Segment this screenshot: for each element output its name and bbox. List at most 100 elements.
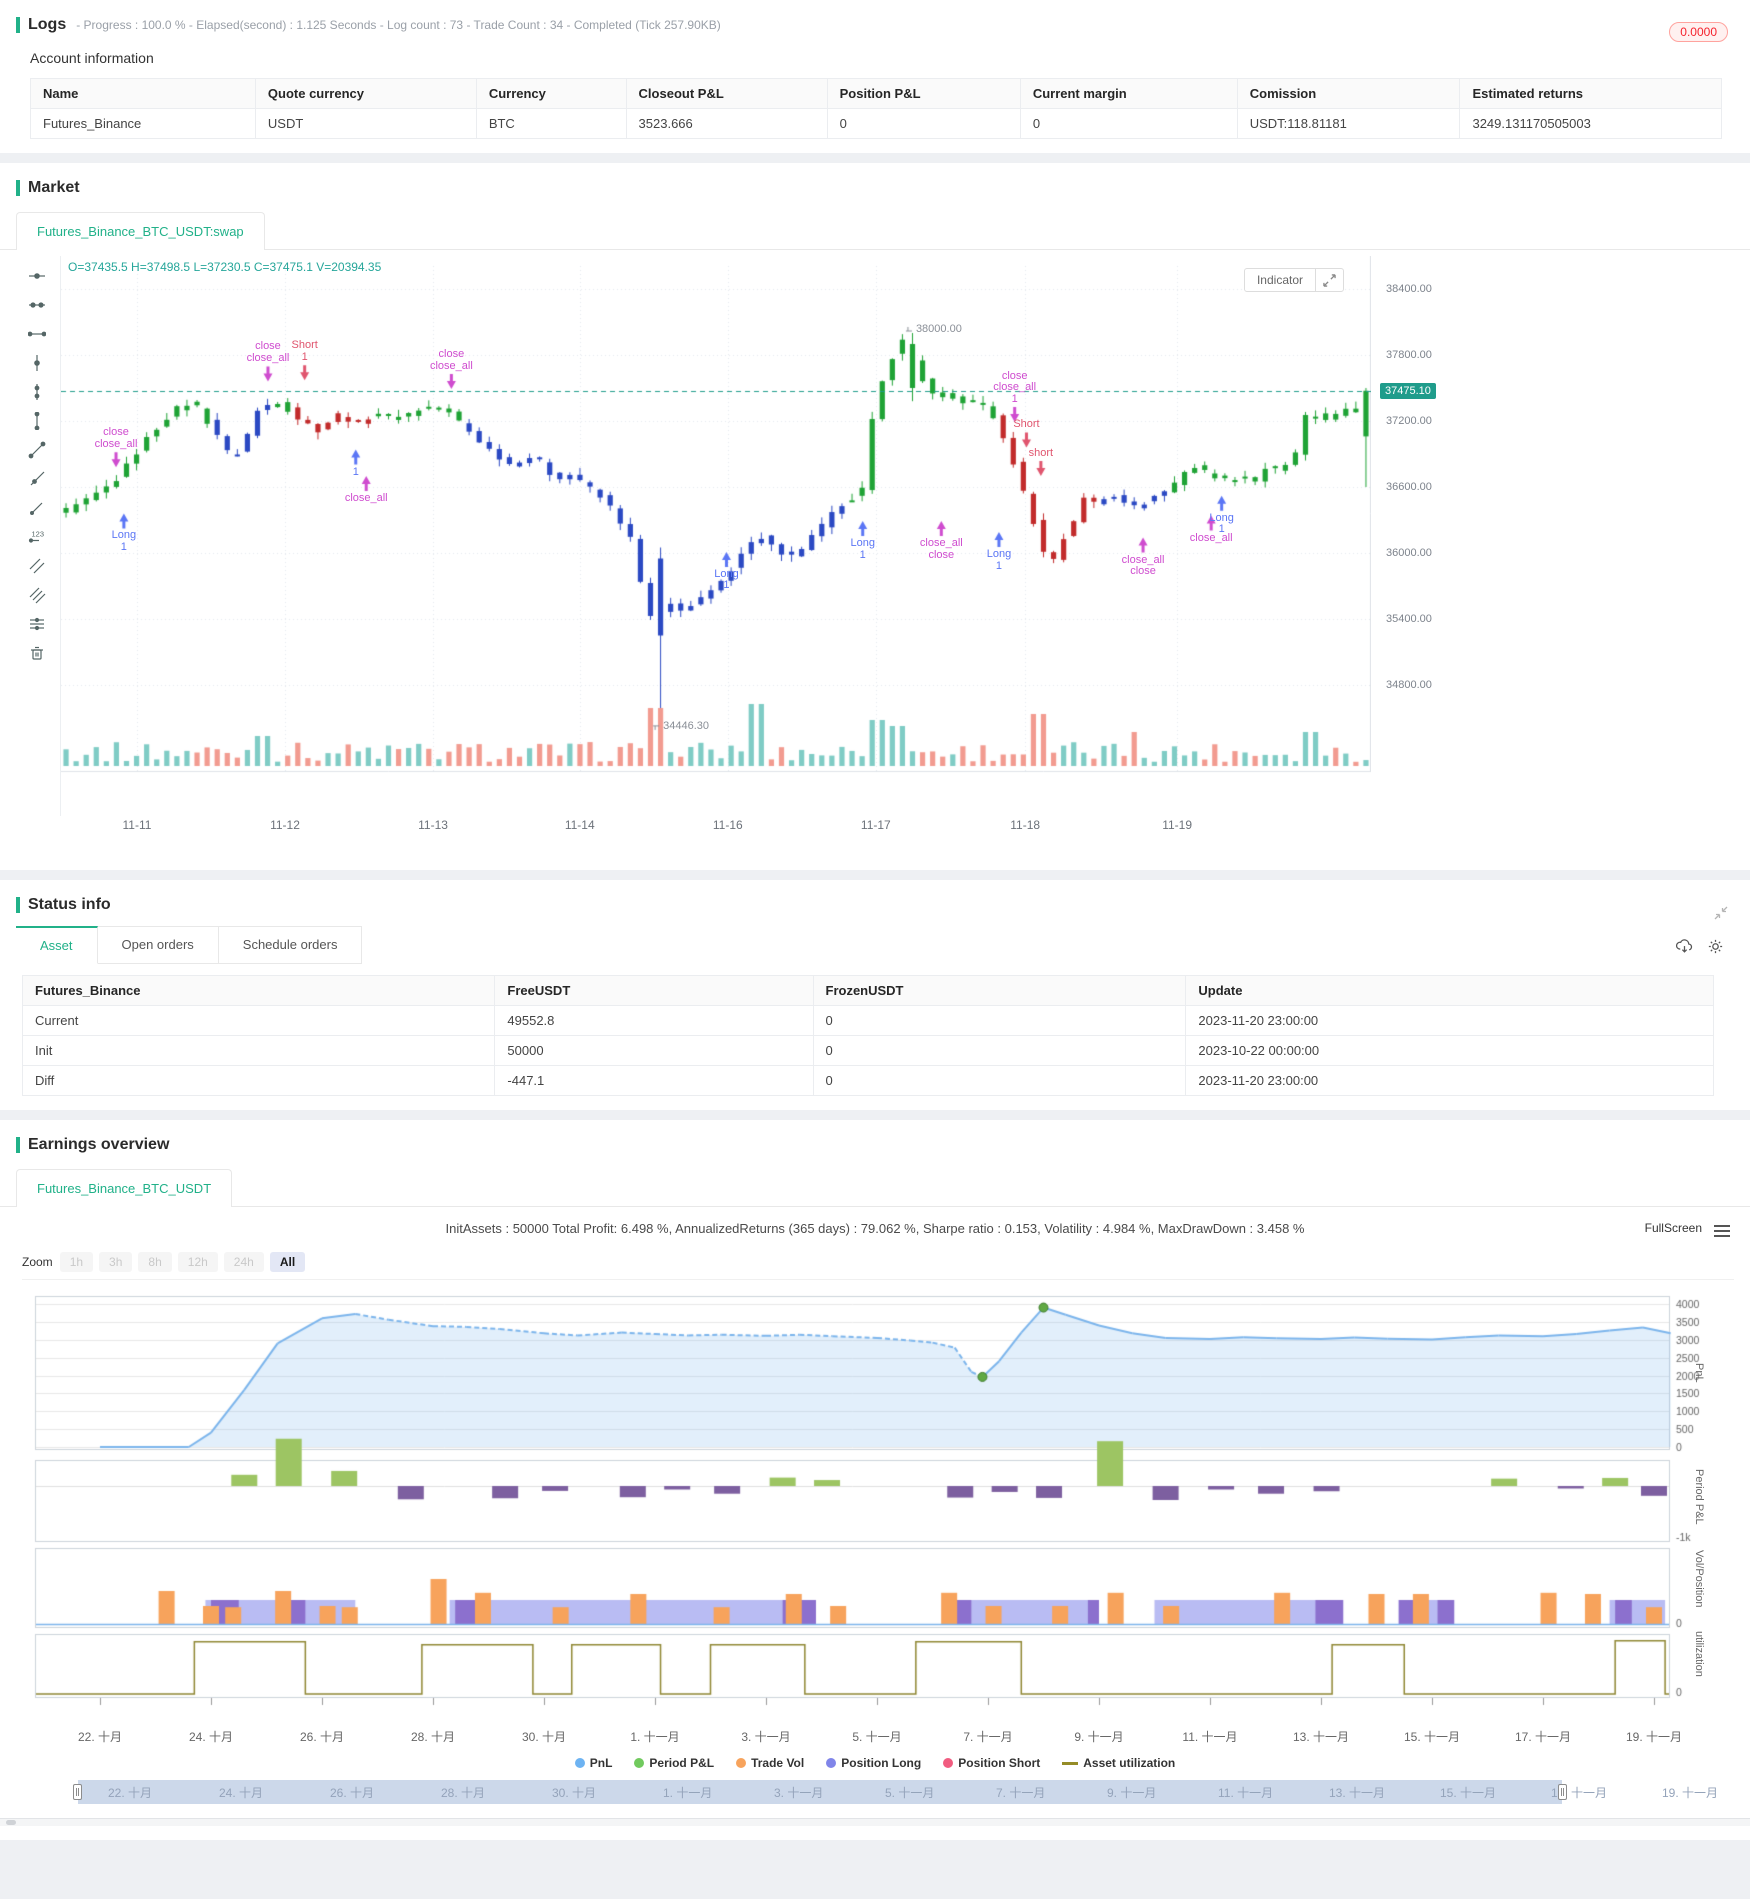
price-tick: 36000.00	[1386, 547, 1432, 559]
section-accent-bar	[16, 897, 20, 913]
navigator-date-label: 22. 十月	[108, 1786, 153, 1800]
earnings-date-axis: 22. 十月 24. 十月 26. 十月 28. 十月 30. 十月 1. 十一月 3. 十…	[25, 1728, 1725, 1748]
indicator-button[interactable]: Indicator	[1245, 269, 1316, 291]
price-annotation: 38000.00	[915, 323, 962, 335]
zoom-option-12h[interactable]: 12h	[177, 1252, 218, 1272]
date-tick: 11-17	[860, 818, 891, 832]
navigator-left-handle[interactable]	[73, 1784, 82, 1800]
chart-menu-icon[interactable]	[1714, 1222, 1730, 1240]
asset-row-label[interactable]: Current	[21, 1005, 496, 1036]
price-tick: 37200.00	[1386, 415, 1432, 427]
legend-label: PnL	[589, 1756, 613, 1770]
asset-update-cell: 2023-11-20 23:00:00	[1185, 1005, 1714, 1036]
account-col-header: Currency	[475, 78, 627, 109]
fullscreen-button[interactable]: FullScreen	[1644, 1221, 1702, 1235]
legend-label: Position Short	[958, 1756, 1041, 1770]
legend-item[interactable]: Position Short	[943, 1756, 1040, 1770]
legend-item[interactable]: Position Long	[826, 1756, 921, 1770]
trend-ray-icon[interactable]	[26, 469, 48, 489]
earnings-date-label: 11. 十一月	[1182, 1730, 1238, 1744]
earnings-chart-canvas[interactable]	[25, 1290, 1725, 1728]
navigator-date-label: 7. 十一月	[996, 1786, 1046, 1800]
trade-marker-label: close_all close	[919, 537, 963, 561]
earnings-section: Earnings overview Futures_Binance_BTC_US…	[0, 1120, 1750, 1840]
asset-utilization-legend-icon	[1062, 1761, 1079, 1765]
expand-icon[interactable]	[1316, 269, 1343, 291]
panel-title-utilization: utilization	[1693, 1630, 1705, 1677]
pitchfork-icon[interactable]	[26, 585, 48, 605]
legend-item[interactable]: Asset utilization	[1062, 1756, 1175, 1770]
zoom-option-24h[interactable]: 24h	[223, 1252, 264, 1272]
asset-row-label: Diff	[21, 1065, 496, 1096]
horizontal-segment-icon[interactable]	[26, 324, 48, 344]
vertical-line-dot-icon[interactable]	[26, 353, 48, 373]
earnings-date-label: 24. 十月	[188, 1730, 234, 1744]
indicator-button-group: Indicator	[1243, 268, 1344, 292]
status-section: Status info Asset Open orders Schedule ord…	[0, 880, 1750, 1110]
cloud-download-icon[interactable]	[1675, 938, 1693, 960]
legend-label: Period P&L	[649, 1756, 715, 1770]
drawing-toolbar: 123	[16, 266, 58, 663]
zoom-option-8h[interactable]: 8h	[138, 1252, 172, 1272]
range-navigator[interactable]: 22. 十月 24. 十月 26. 十月 28. 十月 30. 十月 1. 十一月 3. 十…	[25, 1780, 1725, 1806]
trend-line-icon[interactable]	[26, 440, 48, 460]
asset-col-header: Update	[1185, 975, 1714, 1006]
cross-line-icon[interactable]	[26, 266, 48, 286]
parallel-channel-icon[interactable]	[26, 556, 48, 576]
logs-badge[interactable]: 0.0000	[1669, 22, 1728, 42]
earnings-symbol-tab[interactable]: Futures_Binance_BTC_USDT	[16, 1169, 233, 1207]
toolbar-divider	[60, 256, 61, 816]
vertical-segment-icon[interactable]	[26, 411, 48, 431]
earnings-date-label: 30. 十月	[521, 1730, 567, 1744]
trade-marker-label: close_all close	[1121, 553, 1165, 578]
last-price-badge: 37475.10	[1380, 382, 1436, 399]
navigator-date-label: 11. 十一月	[1218, 1786, 1274, 1800]
horizontal-levels-icon[interactable]	[26, 614, 48, 634]
navigator-right-handle[interactable]	[1558, 1784, 1567, 1800]
price-axis[interactable]: 38400.00 37800.00 37200.00 36600.00 36000.00…	[1378, 256, 1468, 816]
scrollbar-thumb[interactable]	[6, 1820, 16, 1825]
gear-icon[interactable]	[1707, 938, 1724, 960]
legend-item[interactable]: Trade Vol	[736, 1756, 804, 1770]
trash-icon[interactable]	[26, 643, 48, 663]
earnings-date-label: 17. 十一月	[1514, 1730, 1572, 1744]
trade-marker-label: Long 1	[714, 567, 739, 592]
market-chart-canvas[interactable]	[61, 256, 1371, 816]
price-note-123-icon[interactable]: 123	[26, 527, 48, 547]
navigator-date-label: 5. 十一月	[885, 1786, 935, 1800]
asset-table: Futures_Binance FreeUSDT FrozenUSDT Update …	[21, 975, 1714, 1096]
asset-update-cell: 2023-11-20 23:00:00	[1185, 1065, 1714, 1096]
logs-section: Logs - Progress : 100.0 % - Elapsed(seco…	[0, 0, 1750, 153]
price-annotation: 34446.30	[663, 719, 709, 732]
earnings-date-label: 9. 十一月	[1074, 1730, 1124, 1744]
collapse-icon[interactable]	[1714, 906, 1728, 925]
legend-item[interactable]: Period P&L	[634, 1756, 714, 1770]
vertical-two-dot-icon[interactable]	[26, 382, 48, 402]
position-short-legend-icon	[943, 1758, 954, 1768]
section-accent-bar	[16, 1137, 20, 1153]
two-dot-line-icon[interactable]	[26, 295, 48, 315]
zoom-option-3h[interactable]: 3h	[99, 1252, 133, 1272]
earnings-date-label: 15. 十一月	[1403, 1730, 1461, 1744]
trend-segment-icon[interactable]	[26, 498, 48, 518]
earnings-date-label: 13. 十一月	[1292, 1730, 1350, 1744]
zoom-option-1h[interactable]: 1h	[59, 1252, 94, 1272]
tab-asset[interactable]: Asset	[16, 926, 98, 964]
legend-item[interactable]: PnL	[574, 1756, 613, 1770]
price-tick: 37800.00	[1386, 349, 1432, 361]
asset-frozen-cell: 0	[812, 1035, 1187, 1066]
zoom-option-all[interactable]: All	[269, 1252, 306, 1272]
horizontal-scrollbar[interactable]	[0, 1818, 1750, 1826]
navigator-date-label: 24. 十月	[219, 1786, 264, 1800]
earnings-date-label: 26. 十月	[299, 1730, 345, 1744]
market-symbol-tab[interactable]: Futures_Binance_BTC_USDT:swap	[16, 212, 265, 250]
account-cell: 0	[1019, 108, 1238, 139]
navigator-strip[interactable]: 22. 十月 24. 十月 26. 十月 28. 十月 30. 十月 1. 十一月 3. 十…	[73, 1780, 1718, 1804]
asset-frozen-cell: 0	[812, 1005, 1187, 1036]
tab-schedule-orders[interactable]: Schedule orders	[218, 926, 363, 964]
status-tabs: Asset Open orders Schedule orders	[16, 926, 1734, 965]
navigator-date-label: 26. 十月	[330, 1786, 375, 1800]
trade-marker-label: close close_all 1	[993, 369, 1037, 405]
account-col-header: Quote currency	[254, 78, 477, 109]
tab-open-orders[interactable]: Open orders	[97, 926, 219, 964]
